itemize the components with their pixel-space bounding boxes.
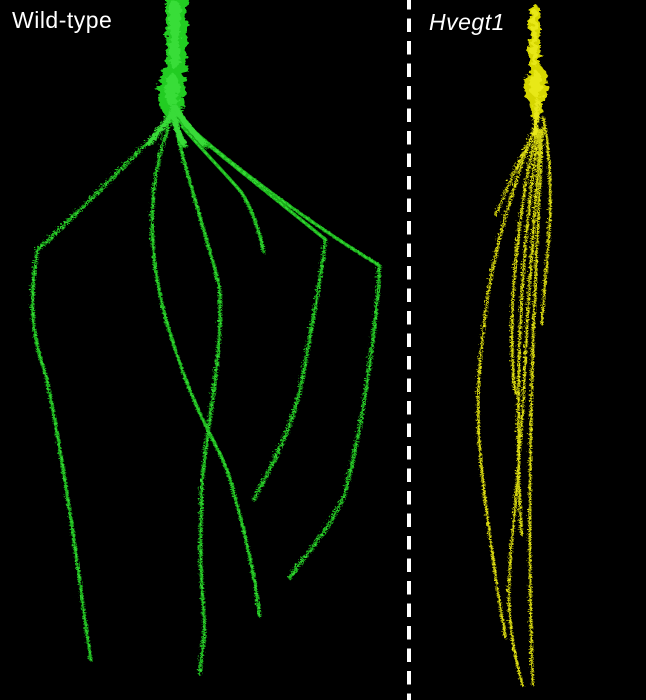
hvegt1-panel-label: Hvegt1 (429, 9, 505, 35)
wildtype-stem-highlight (165, 2, 180, 107)
wildtype-panel-label: Wild-type (12, 7, 113, 33)
hvegt1-root-system (476, 6, 548, 684)
hvegt1-stem-highlight (530, 10, 542, 97)
wildtype-root-system (31, 0, 378, 672)
